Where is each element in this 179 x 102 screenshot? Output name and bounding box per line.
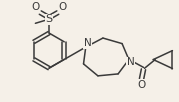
Text: O: O	[31, 2, 40, 12]
Text: N: N	[84, 38, 92, 48]
Text: S: S	[45, 14, 53, 24]
Text: O: O	[137, 80, 146, 90]
Text: N: N	[127, 58, 135, 68]
Text: O: O	[59, 2, 67, 12]
